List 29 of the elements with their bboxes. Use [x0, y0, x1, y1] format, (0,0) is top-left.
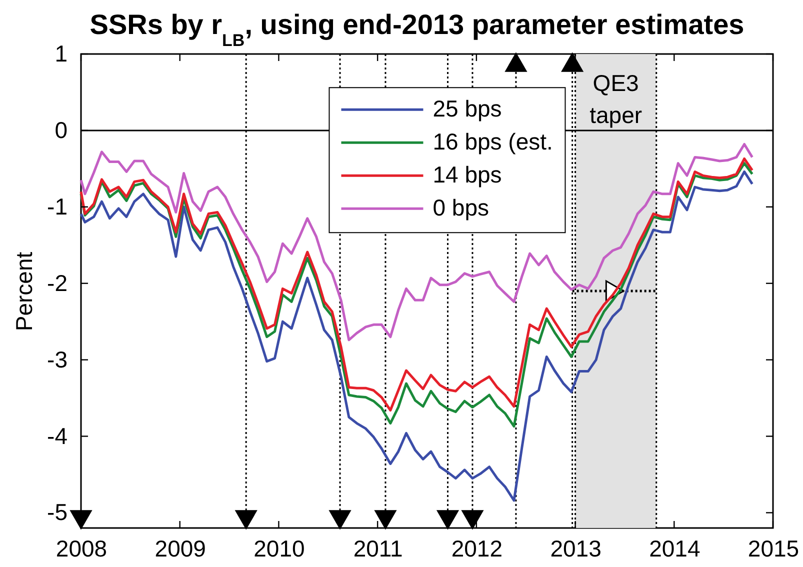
x-tick-label: 2015 [748, 536, 800, 562]
point [329, 510, 351, 529]
point [374, 510, 396, 529]
x-tick-label: 2008 [56, 536, 108, 562]
y-tick-label: -2 [47, 270, 68, 296]
legend-label: 14 bps [432, 162, 502, 188]
point [70, 510, 92, 529]
legend-label: 25 bps [432, 96, 502, 122]
y-tick-label: -5 [47, 499, 68, 526]
x-tick-label: 2011 [353, 536, 403, 562]
point [235, 510, 257, 529]
y-axis-title: Percent [11, 251, 38, 332]
legend-label: 0 bps [432, 194, 489, 221]
x-tick-label: 2012 [451, 536, 503, 562]
point [562, 53, 584, 72]
legend-label: 16 bps (est. [432, 128, 553, 155]
x-tick-label: 2013 [550, 536, 602, 562]
point [437, 510, 459, 529]
y-tick-label: -3 [47, 346, 68, 372]
x-tick-label: 2014 [649, 536, 700, 562]
x-tick-label: 2009 [154, 536, 206, 562]
y-tick-label: 1 [54, 40, 68, 66]
y-tick-label: -4 [47, 422, 68, 449]
x-tick-label: 2010 [254, 536, 305, 562]
band-label: QE3 taper [590, 70, 642, 128]
point [462, 510, 484, 529]
point [505, 53, 527, 72]
y-tick-label: 0 [54, 116, 68, 143]
y-tick-label: -1 [47, 193, 68, 220]
